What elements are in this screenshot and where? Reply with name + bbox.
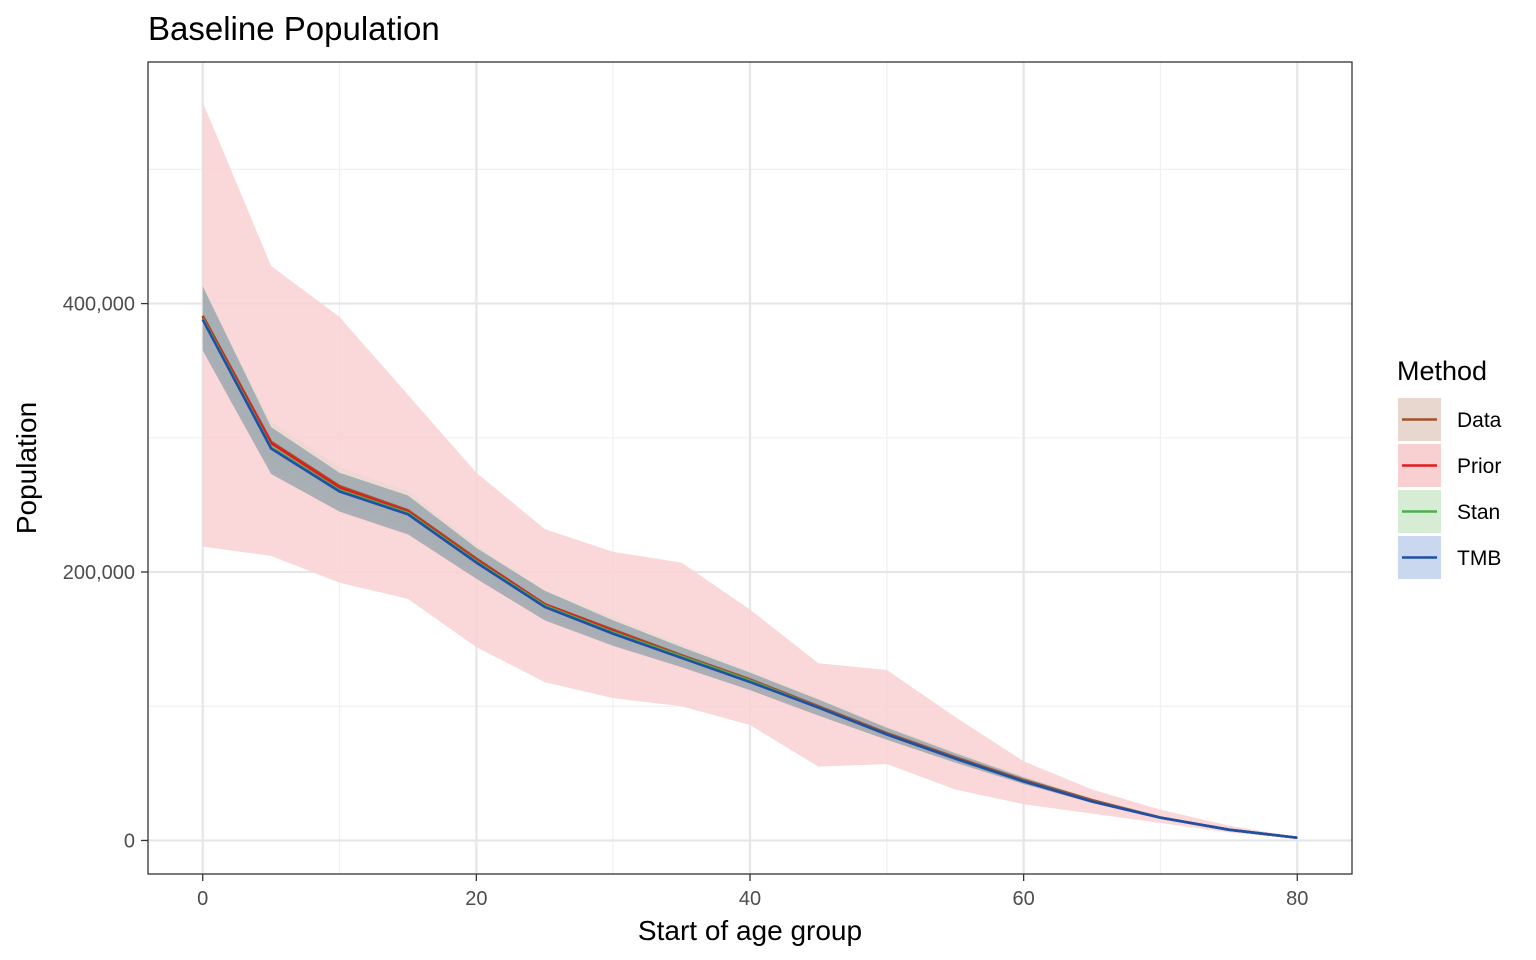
legend-label-prior: Prior [1457, 455, 1501, 478]
x-axis-title: Start of age group [638, 915, 862, 946]
y-axis: 0 200,000 400,000 [63, 294, 148, 852]
y-axis-title: Population [11, 402, 42, 534]
legend-label-data: Data [1457, 409, 1502, 432]
y-tick-label: 200,000 [63, 562, 135, 584]
y-tick-label: 400,000 [63, 294, 135, 316]
x-tick-label: 60 [1013, 888, 1035, 910]
legend-label-stan: Stan [1457, 501, 1500, 524]
line-tmb [201, 319, 1298, 840]
chart-title: Baseline Population [148, 10, 440, 47]
x-tick-label: 80 [1286, 888, 1308, 910]
y-tick-label: 0 [124, 830, 135, 852]
x-axis: 0 20 40 60 80 [197, 874, 1308, 910]
legend-title: Method [1397, 356, 1487, 386]
x-tick-label: 0 [197, 888, 208, 910]
legend-label-tmb: TMB [1457, 547, 1501, 570]
band-prior [202, 102, 1298, 839]
x-tick-label: 20 [465, 888, 487, 910]
legend: Method Data Prior Stan TMB [1397, 356, 1502, 579]
x-tick-label: 40 [739, 888, 761, 910]
series-lines [201, 315, 1298, 840]
confidence-bands [202, 102, 1298, 839]
